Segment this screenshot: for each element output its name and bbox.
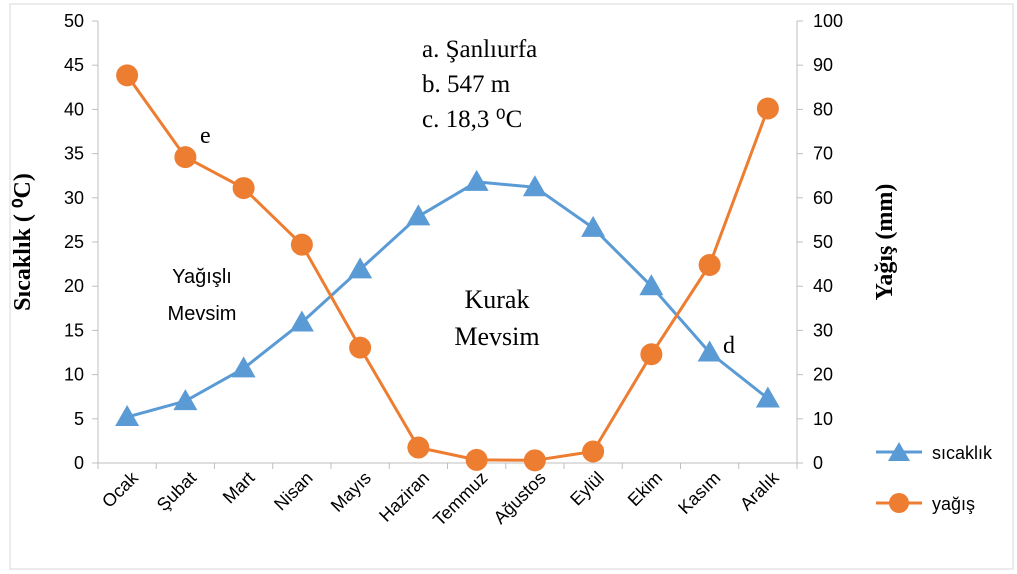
precipitation-point [232,177,255,200]
info-altitude: b. 547 m [422,71,511,98]
y2-tick-label: 30 [813,320,833,340]
precipitation-point [465,448,488,471]
precipitation-point [698,253,721,276]
y2-tick-label: 60 [813,188,833,208]
y-tick-label: 50 [64,11,84,31]
precipitation-point [290,233,313,256]
temperature-point [522,175,547,197]
series-temperature [115,169,780,427]
right-axis-ticks: 0 10 20 30 40 50 60 70 80 90 100 [797,11,843,473]
series-precipitation [116,64,779,472]
legend: sıcaklık yağış [876,442,993,514]
station-info: a. Şanlıurfa b. 547 m c. 18,3 ⁰C [422,36,537,133]
legend-item-precipitation: yağış [876,493,975,514]
y2-tick-label: 100 [813,11,843,31]
y-tick-label: 25 [64,232,84,252]
temperature-point [581,215,606,237]
precipitation-point [582,440,605,463]
precipitation-point [523,449,546,472]
temperature-point [697,340,722,362]
precipitation-point [756,97,779,120]
y2-tick-label: 0 [813,453,823,473]
chart-frame [9,3,1014,570]
left-axis-ticks: 0 5 10 15 20 25 30 35 40 45 50 [64,11,98,473]
wet-season-line-1: Yağışlı [172,266,232,288]
y-tick-label: 10 [64,365,84,385]
dry-season-line-2: Mevsim [454,322,539,351]
temperature-point [115,405,140,427]
y2-tick-label: 50 [813,232,833,252]
y2-tick-label: 40 [813,276,833,296]
temperature-point [289,310,314,332]
y2-tick-label: 80 [813,99,833,119]
temperature-point [464,169,489,191]
y-tick-label: 45 [64,55,84,75]
legend-precipitation-label: yağış [932,494,975,514]
y2-axis-label: Yağış (mm) [872,184,898,301]
temperature-point [173,389,198,411]
y-tick-label: 15 [64,320,84,340]
series-layer [115,64,780,472]
annotation-e: e [200,123,211,149]
temperature-point [639,274,664,296]
dry-season-line-1: Kurak [465,285,530,314]
y-tick-label: 5 [74,409,84,429]
temperature-point [755,386,780,408]
precipitation-point [407,436,430,459]
y-tick-label: 0 [74,453,84,473]
y-tick-label: 35 [64,144,84,164]
y2-tick-label: 20 [813,365,833,385]
y2-tick-label: 70 [813,144,833,164]
legend-temperature-label: sıcaklık [932,443,993,463]
y2-tick-label: 10 [813,409,833,429]
temperature-point [231,356,256,378]
y-axis-label: Sıcaklık ( ⁰C) [10,173,36,311]
info-station: a. Şanlıurfa [422,36,537,63]
temperature-point [348,257,373,279]
series-line [125,74,770,462]
precipitation-point [349,336,372,359]
y-tick-label: 20 [64,276,84,296]
y-tick-label: 30 [64,188,84,208]
precipitation-point [116,64,139,87]
info-mean-temperature: c. 18,3 ⁰C [422,106,522,133]
y-tick-label: 40 [64,99,84,119]
temperature-point [406,204,431,226]
legend-precipitation-marker [889,493,909,513]
precipitation-point [640,343,663,366]
legend-temperature-marker [888,442,910,461]
wet-season-line-2: Mevsim [168,303,237,325]
precipitation-point [174,146,197,169]
legend-item-temperature: sıcaklık [876,442,993,463]
y2-tick-label: 90 [813,55,833,75]
annotation-d: d [723,333,735,359]
